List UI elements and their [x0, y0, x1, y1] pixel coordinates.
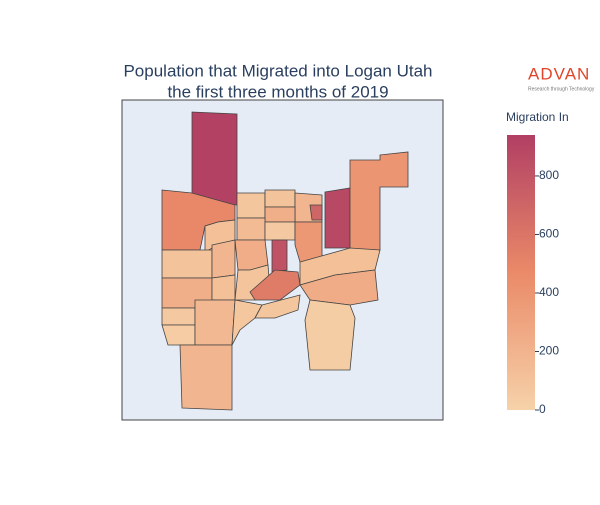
- colorbar-tick-label: 400: [539, 285, 559, 299]
- logo: ADVAN: [528, 64, 590, 83]
- region: [264, 206, 296, 223]
- region: [236, 217, 266, 241]
- colorbar-tick-label: 200: [539, 344, 559, 358]
- chart-title: Population that Migrated into Logan Utah: [123, 61, 432, 80]
- region: [304, 299, 356, 371]
- logo-tagline: Research through Technology: [528, 86, 595, 92]
- region: [294, 221, 323, 263]
- colorbar-tick-label: 800: [539, 168, 559, 182]
- region: [211, 239, 236, 279]
- region: [161, 324, 196, 346]
- colorbar: [507, 135, 535, 410]
- region: [264, 189, 296, 208]
- region: [161, 249, 213, 279]
- region: [324, 187, 351, 249]
- region: [236, 192, 266, 219]
- colorbar-title: Migration In: [506, 110, 569, 124]
- region: [271, 239, 288, 273]
- chart-title: the first three months of 2019: [167, 82, 388, 101]
- region: [194, 299, 236, 346]
- region: [191, 111, 238, 206]
- region: [254, 294, 301, 319]
- region: [211, 274, 236, 301]
- region: [179, 344, 233, 411]
- region: [264, 221, 296, 241]
- region: [161, 307, 196, 326]
- region: [234, 239, 269, 271]
- region: [231, 299, 263, 346]
- colorbar-tick-label: 0: [539, 402, 546, 416]
- colorbar-tick-label: 600: [539, 227, 559, 241]
- region: [309, 204, 323, 221]
